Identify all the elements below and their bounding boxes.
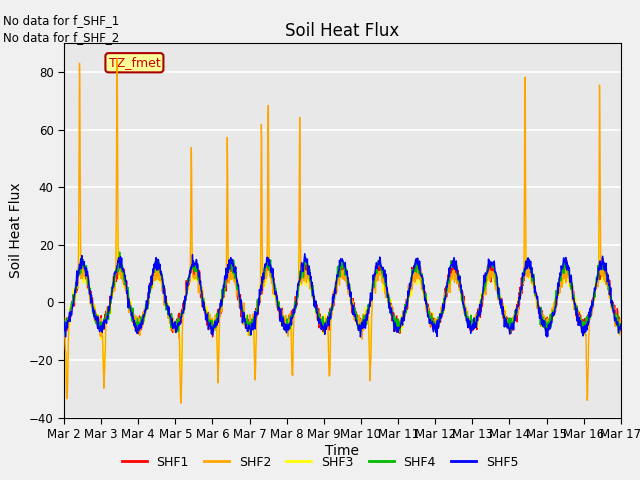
X-axis label: Time: Time xyxy=(325,444,360,458)
SHF4 xyxy=(246,333,254,338)
SHF1 xyxy=(78,255,86,261)
SHF3 xyxy=(502,322,510,327)
SHF3 xyxy=(552,299,559,304)
SHF2 xyxy=(502,322,510,327)
SHF3 xyxy=(247,327,255,333)
SHF4 xyxy=(502,316,510,322)
SHF4 xyxy=(116,249,124,255)
SHF5 xyxy=(617,322,625,328)
Line: SHF4: SHF4 xyxy=(64,252,621,336)
SHF1 xyxy=(60,315,68,321)
SHF3 xyxy=(429,314,437,320)
SHF5 xyxy=(301,251,308,257)
SHF2 xyxy=(429,318,437,324)
SHF2 xyxy=(617,324,625,329)
Y-axis label: Soil Heat Flux: Soil Heat Flux xyxy=(9,182,23,278)
SHF4 xyxy=(247,323,255,329)
SHF2 xyxy=(60,324,68,330)
SHF1 xyxy=(171,320,179,326)
Text: No data for f_SHF_1: No data for f_SHF_1 xyxy=(3,14,120,27)
SHF1 xyxy=(502,324,510,329)
SHF5 xyxy=(60,318,68,324)
SHF5 xyxy=(246,324,254,330)
SHF2 xyxy=(113,57,121,62)
SHF2 xyxy=(247,315,255,321)
SHF2 xyxy=(552,300,559,305)
Text: TZ_fmet: TZ_fmet xyxy=(109,56,160,69)
SHF1 xyxy=(247,318,255,324)
Line: SHF3: SHF3 xyxy=(64,224,621,383)
SHF1 xyxy=(209,334,216,340)
SHF4 xyxy=(552,300,559,306)
SHF2 xyxy=(185,277,193,283)
SHF4 xyxy=(60,332,68,337)
SHF5 xyxy=(429,329,437,335)
SHF1 xyxy=(184,279,192,285)
SHF5 xyxy=(552,304,559,310)
Legend: SHF1, SHF2, SHF3, SHF4, SHF5: SHF1, SHF2, SHF3, SHF4, SHF5 xyxy=(116,451,524,474)
SHF5 xyxy=(502,323,510,328)
SHF4 xyxy=(171,321,179,327)
SHF3 xyxy=(63,380,71,386)
SHF4 xyxy=(184,277,192,283)
SHF4 xyxy=(617,324,625,330)
Title: Soil Heat Flux: Soil Heat Flux xyxy=(285,22,399,40)
SHF3 xyxy=(185,278,193,284)
SHF3 xyxy=(76,221,83,227)
SHF4 xyxy=(429,325,437,331)
SHF1 xyxy=(552,309,559,314)
SHF2 xyxy=(177,400,185,406)
SHF1 xyxy=(617,326,625,332)
SHF1 xyxy=(429,324,437,329)
SHF3 xyxy=(617,318,625,324)
Text: No data for f_SHF_2: No data for f_SHF_2 xyxy=(3,31,120,44)
Line: SHF2: SHF2 xyxy=(64,60,621,403)
SHF5 xyxy=(61,334,69,340)
SHF3 xyxy=(172,320,179,326)
SHF3 xyxy=(60,321,68,326)
Line: SHF1: SHF1 xyxy=(64,258,621,337)
SHF5 xyxy=(184,279,192,285)
SHF5 xyxy=(171,324,179,329)
SHF2 xyxy=(171,328,179,334)
Line: SHF5: SHF5 xyxy=(64,254,621,337)
